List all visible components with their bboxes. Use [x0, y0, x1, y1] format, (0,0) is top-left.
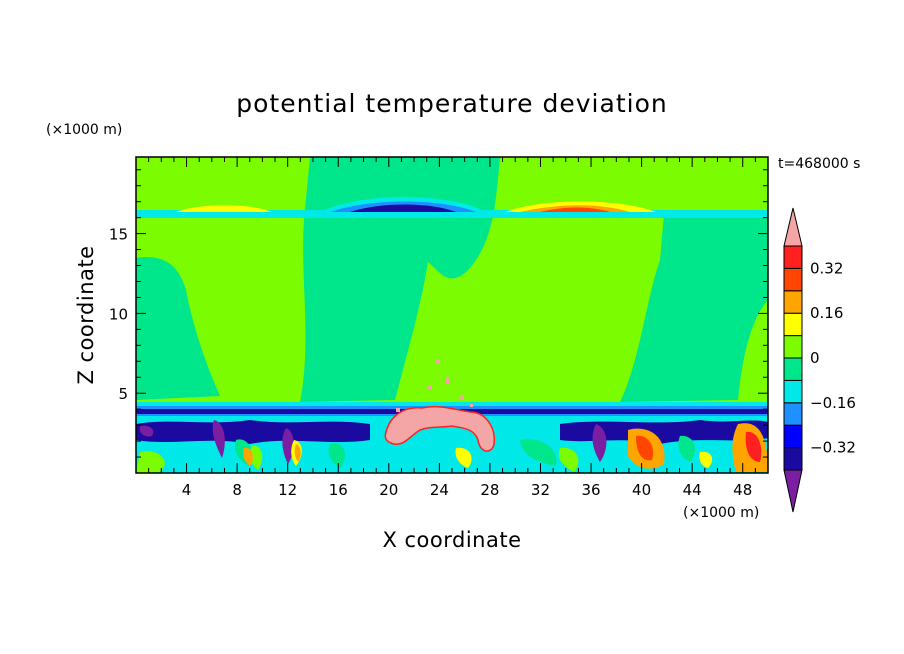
- colorbar-segment: [783, 379, 803, 404]
- colorbar-segment: [783, 245, 803, 269]
- x-tick-label: 16: [329, 481, 348, 499]
- colorbar-segment: [783, 424, 803, 449]
- x-tick-label: 24: [430, 481, 449, 499]
- colorbar-segment: [783, 312, 803, 337]
- colorbar-label: 0.16: [810, 304, 843, 322]
- colorbar-label: 0: [810, 349, 820, 367]
- colorbar-bottom-arrow: [783, 469, 803, 513]
- x-tick-label: 32: [531, 481, 550, 499]
- y-tick-label: 5: [118, 385, 128, 403]
- chart-title: potential temperature deviation: [236, 89, 667, 118]
- x-unit-label: (×1000 m): [683, 505, 759, 521]
- colorbar-segment: [783, 290, 803, 314]
- colorbar-label: −0.16: [810, 394, 856, 412]
- colorbar-label: −0.32: [810, 439, 856, 457]
- x-tick-label: 44: [683, 481, 702, 499]
- colorbar-segment: [783, 447, 803, 471]
- colorbar-segment: [783, 357, 803, 381]
- colorbar-top-arrow: [783, 207, 803, 247]
- x-tick-label: 12: [278, 481, 297, 499]
- colorbar-segment: [783, 267, 803, 292]
- x-tick-label: 4: [182, 481, 192, 499]
- x-tick-label: 8: [232, 481, 242, 499]
- x-tick-label: 20: [379, 481, 398, 499]
- y-axis-label: Z coordinate: [74, 245, 98, 384]
- time-label: t=468000 s: [778, 156, 860, 172]
- colorbar-label: 0.32: [810, 259, 843, 277]
- contour-field: [136, 157, 768, 473]
- x-tick-label: 28: [480, 481, 499, 499]
- y-tick-label: 10: [109, 305, 128, 323]
- y-unit-label: (×1000 m): [46, 122, 122, 138]
- y-tick-label: 15: [109, 226, 128, 244]
- x-tick-label: 48: [733, 481, 752, 499]
- x-tick-label: 36: [581, 481, 600, 499]
- x-axis-label: X coordinate: [382, 528, 521, 552]
- x-tick-label: 40: [632, 481, 651, 499]
- colorbar-segment: [783, 335, 803, 359]
- colorbar: 0.32 0.16 0 −0.16 −0.32: [783, 207, 856, 513]
- colorbar-segment: [783, 402, 803, 426]
